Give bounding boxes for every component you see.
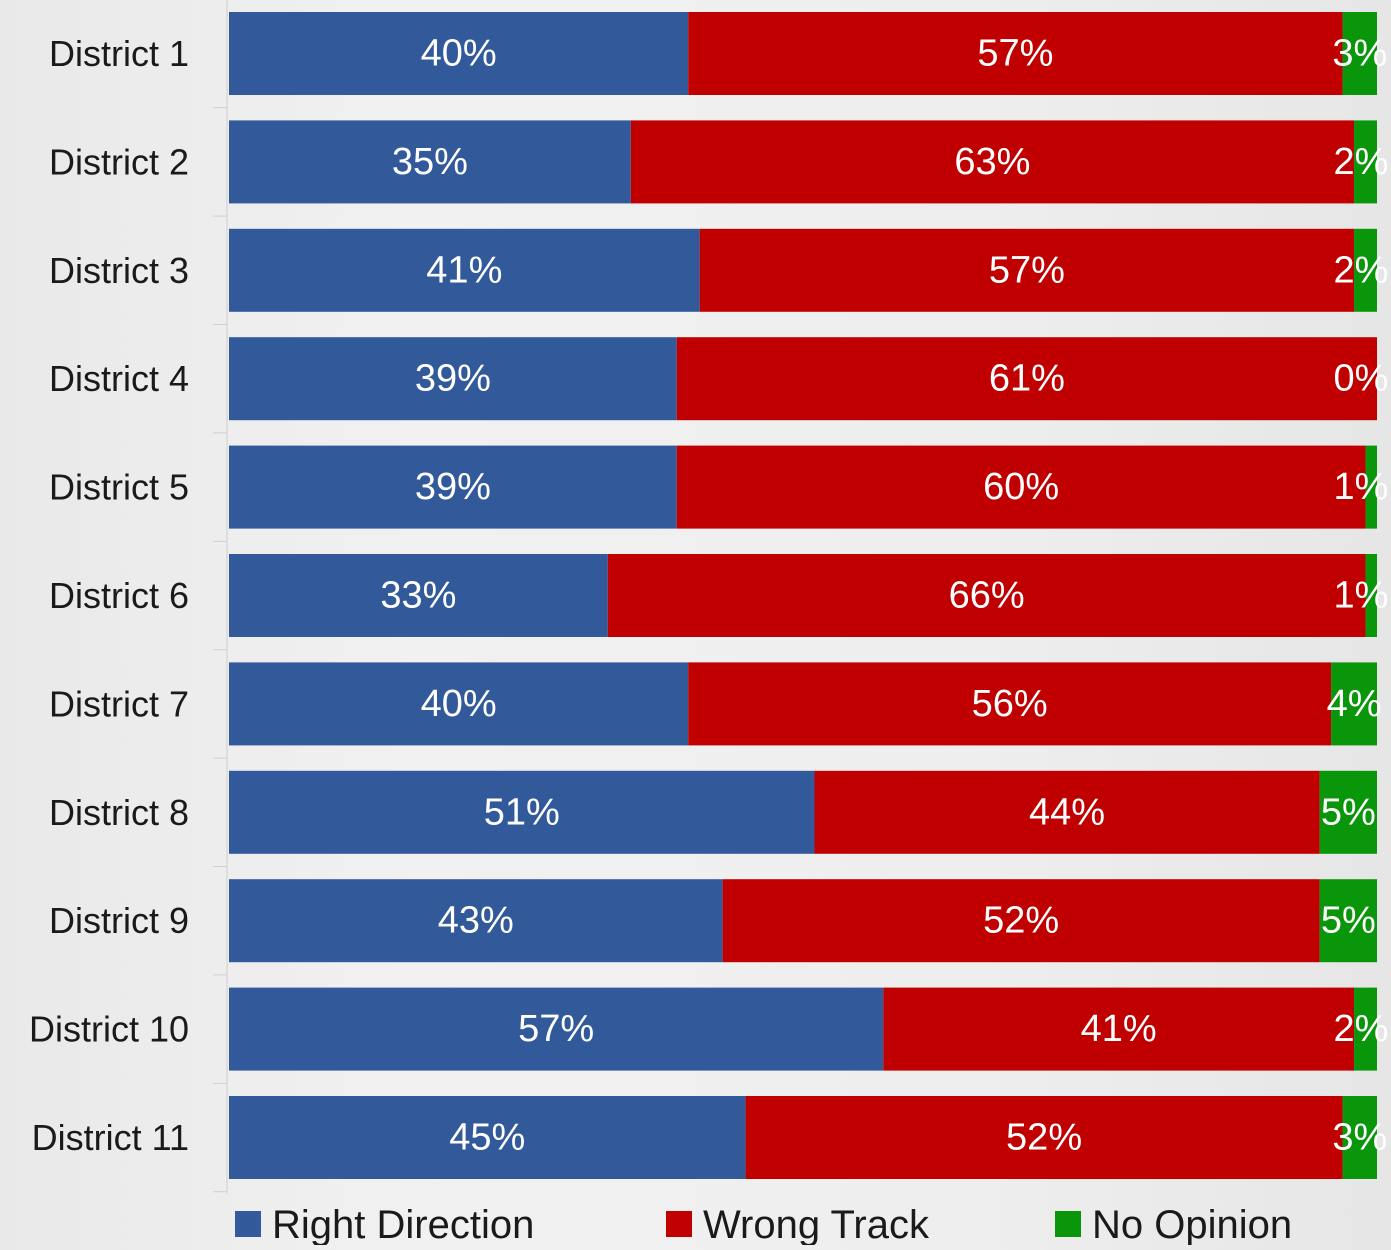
category-label-district-4: District 4	[49, 358, 189, 399]
data-label-wrong-track-district-11: 52%	[1006, 1117, 1082, 1159]
data-label-wrong-track-district-7: 56%	[972, 683, 1048, 725]
data-label-right-direction-district-11: 45%	[449, 1117, 525, 1159]
bar-wrong-track-district-6	[607, 554, 1366, 637]
data-label-wrong-track-district-8: 44%	[1029, 791, 1105, 833]
data-label-right-direction-district-7: 40%	[421, 683, 497, 725]
bar-right-direction-district-8	[229, 770, 815, 854]
data-label-right-direction-district-6: 33%	[380, 575, 456, 617]
data-label-no-opinion-district-4: 0%	[1334, 358, 1389, 400]
data-label-no-opinion-district-7: 4%	[1327, 683, 1382, 725]
bar-wrong-track-district-11	[745, 1096, 1343, 1179]
data-label-no-opinion-district-6: 1%	[1334, 575, 1389, 617]
data-label-wrong-track-district-6: 66%	[949, 575, 1025, 617]
data-label-right-direction-district-3: 41%	[426, 249, 502, 291]
bar-wrong-track-district-10	[883, 987, 1355, 1071]
bar-no-opinion-district-8	[1319, 770, 1377, 854]
bar-no-opinion-district-5	[1365, 445, 1377, 529]
category-label-district-9: District 9	[49, 900, 189, 941]
bar-right-direction-district-9	[229, 879, 723, 963]
data-label-right-direction-district-1: 40%	[421, 33, 497, 75]
bar-wrong-track-district-9	[722, 879, 1320, 963]
bar-no-opinion-district-2	[1354, 120, 1377, 204]
bar-wrong-track-district-1	[688, 12, 1343, 95]
legend-label-wrong-track: Wrong Track	[703, 1203, 930, 1245]
category-label-district-10: District 10	[29, 1009, 189, 1050]
data-label-wrong-track-district-10: 41%	[1081, 1008, 1157, 1050]
bar-wrong-track-district-3	[699, 228, 1355, 312]
category-label-district-8: District 8	[49, 792, 189, 833]
data-label-wrong-track-district-3: 57%	[989, 249, 1065, 291]
data-label-no-opinion-district-10: 2%	[1334, 1008, 1389, 1050]
bar-no-opinion-district-6	[1365, 554, 1377, 637]
legend-label-no-opinion: No Opinion	[1092, 1203, 1292, 1245]
category-label-district-2: District 2	[49, 141, 189, 182]
category-axis: District 1 District 2 District 3 District 4…	[29, 0, 228, 1195]
data-label-right-direction-district-4: 39%	[415, 358, 491, 400]
legend-label-right-direction: Right Direction	[272, 1203, 534, 1245]
data-label-wrong-track-district-4: 61%	[989, 358, 1065, 400]
category-label-district-11: District 11	[32, 1117, 189, 1158]
bar-wrong-track-district-2	[630, 120, 1355, 204]
legend-swatch-wrong-track	[666, 1211, 692, 1237]
bar-no-opinion-district-10	[1354, 987, 1377, 1071]
category-label-district-3: District 3	[49, 250, 189, 291]
bar-right-direction-district-7	[229, 662, 689, 746]
data-label-right-direction-district-10: 57%	[518, 1008, 594, 1050]
data-label-no-opinion-district-11: 3%	[1332, 1117, 1387, 1159]
data-labels-group: 40% 57% 3% 35% 63% 2% 41% 57% 2% 39% 61% 0% 39% 60% 1%…	[380, 33, 1388, 1159]
bar-right-direction-district-1	[229, 12, 689, 95]
legend-swatch-right-direction	[235, 1211, 261, 1237]
data-label-right-direction-district-2: 35%	[392, 141, 468, 183]
data-label-no-opinion-district-8: 5%	[1321, 791, 1376, 833]
legend-swatch-no-opinion	[1055, 1211, 1081, 1237]
bar-no-opinion-district-7	[1331, 662, 1377, 746]
bar-wrong-track-district-4	[676, 337, 1377, 421]
data-label-right-direction-district-9: 43%	[438, 900, 514, 942]
bar-right-direction-district-3	[229, 228, 700, 312]
category-label-district-5: District 5	[49, 467, 189, 508]
bar-no-opinion-district-3	[1354, 228, 1377, 312]
data-label-right-direction-district-8: 51%	[484, 791, 560, 833]
category-label-district-7: District 7	[49, 683, 189, 724]
bar-no-opinion-district-11	[1342, 1096, 1377, 1179]
bar-wrong-track-district-7	[688, 662, 1332, 746]
data-label-wrong-track-district-1: 57%	[977, 33, 1053, 75]
data-label-no-opinion-district-1: 3%	[1332, 33, 1387, 75]
data-label-wrong-track-district-2: 63%	[954, 141, 1030, 183]
data-label-wrong-track-district-5: 60%	[983, 466, 1059, 508]
legend: Right Direction Wrong Track No Opinion	[235, 1203, 1292, 1247]
bar-right-direction-district-6	[229, 554, 608, 637]
data-label-no-opinion-district-2: 2%	[1334, 141, 1389, 183]
bar-right-direction-district-2	[229, 120, 631, 204]
bar-right-direction-district-10	[229, 987, 884, 1071]
data-label-no-opinion-district-9: 5%	[1321, 900, 1376, 942]
bar-right-direction-district-5	[229, 445, 677, 529]
bar-no-opinion-district-9	[1319, 879, 1377, 963]
bar-no-opinion-district-1	[1342, 12, 1377, 95]
bar-right-direction-district-11	[229, 1096, 746, 1179]
data-label-right-direction-district-5: 39%	[415, 466, 491, 508]
category-label-district-6: District 6	[49, 575, 189, 616]
bars-group	[229, 12, 1377, 1179]
bar-wrong-track-district-8	[814, 770, 1320, 854]
bar-wrong-track-district-5	[676, 445, 1366, 529]
category-label-district-1: District 1	[49, 33, 189, 74]
data-label-no-opinion-district-3: 2%	[1334, 249, 1389, 291]
data-label-wrong-track-district-9: 52%	[983, 900, 1059, 942]
bar-right-direction-district-4	[229, 337, 677, 421]
data-label-no-opinion-district-5: 1%	[1334, 466, 1389, 508]
